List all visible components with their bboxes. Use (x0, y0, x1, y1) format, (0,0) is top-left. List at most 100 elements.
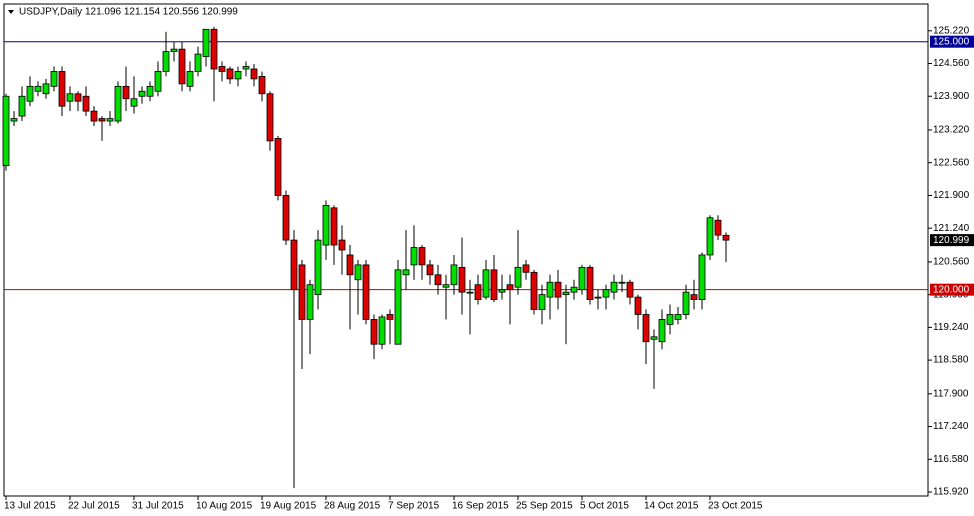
y-tick-label: 120.560 (933, 257, 970, 268)
candle-body (714, 219, 722, 236)
candle-body (146, 85, 154, 97)
candle-body (698, 254, 706, 300)
x-tick-label: 28 Aug 2015 (324, 501, 381, 512)
price-tag-label: 120.999 (933, 235, 970, 246)
x-tick-label: 22 Jul 2015 (68, 501, 120, 512)
candle-body (578, 266, 586, 291)
candle-body (242, 66, 250, 70)
candle-body (522, 264, 530, 273)
candle-body (474, 284, 482, 300)
candle-body (322, 204, 330, 246)
x-tick-label: 16 Sep 2015 (452, 501, 509, 512)
price-tag-label: 125.000 (933, 36, 970, 47)
candle-body (450, 264, 458, 286)
candle-body (202, 28, 210, 57)
candle-body (594, 296, 602, 299)
price-tag-label: 120.000 (933, 284, 970, 295)
candle-body (602, 289, 610, 298)
candle-body (58, 71, 66, 107)
candle-body (266, 93, 274, 142)
x-tick-label: 7 Sep 2015 (388, 501, 440, 512)
candle-body (338, 239, 346, 251)
candle-body (186, 71, 194, 87)
candle-body (162, 51, 170, 72)
candle-body (354, 264, 362, 281)
y-tick-label: 121.900 (933, 190, 970, 201)
candle-body (74, 93, 82, 102)
candle-body (650, 336, 658, 340)
candle-body (378, 316, 386, 345)
candle-body (554, 281, 562, 298)
candle-body (458, 266, 466, 293)
candle-body (314, 239, 322, 296)
candle-body (218, 66, 226, 72)
y-tick-label: 123.900 (933, 91, 970, 102)
x-tick-label: 19 Aug 2015 (260, 501, 317, 512)
candle-body (586, 266, 594, 300)
y-tick-label: 119.240 (933, 322, 969, 333)
candle-body (50, 71, 58, 87)
candle-body (330, 207, 338, 246)
candle-body (490, 269, 498, 300)
y-tick-label: 116.580 (933, 454, 969, 465)
candle-body (306, 284, 314, 320)
x-tick-label: 13 Jul 2015 (4, 501, 56, 512)
candle-body (418, 247, 426, 266)
candle-body (386, 314, 394, 320)
candle-body (210, 28, 218, 70)
candle-body (394, 269, 402, 345)
x-tick-label: 14 Oct 2015 (644, 501, 699, 512)
candle-body (282, 195, 290, 241)
candle-body (434, 274, 442, 286)
candle-body (466, 291, 474, 294)
candle-body (154, 71, 162, 92)
candle-body (610, 281, 618, 293)
x-tick-label: 31 Jul 2015 (132, 501, 184, 512)
candle-body (618, 281, 626, 284)
candle-body (130, 98, 138, 107)
y-tick-label: 117.900 (933, 388, 969, 399)
candle-body (690, 294, 698, 300)
candle-body (402, 269, 410, 276)
candle-body (370, 319, 378, 345)
candle-body (34, 85, 42, 92)
candle-body (250, 68, 258, 80)
candle-body (258, 76, 266, 95)
candle-body (26, 85, 34, 102)
candle-body (570, 286, 578, 293)
candle-body (562, 291, 570, 296)
y-tick-label: 115.920 (933, 487, 969, 498)
plot-frame (3, 3, 929, 497)
candle-body (122, 85, 130, 100)
candle-body (514, 266, 522, 288)
candle-body (706, 217, 714, 256)
x-tick-label: 25 Sep 2015 (516, 501, 573, 512)
candle-body (546, 281, 554, 298)
price-tag (930, 35, 974, 48)
candle-body (498, 289, 506, 293)
candle-body (482, 269, 490, 298)
candle-body (538, 294, 546, 310)
candle-body (626, 281, 634, 298)
candle-body (274, 138, 282, 196)
candle-body (658, 319, 666, 343)
candle-body (138, 90, 146, 97)
candle-body (234, 71, 242, 80)
candle-body (194, 53, 202, 72)
candle-body (10, 118, 18, 122)
candle-body (362, 264, 370, 320)
candle-body (2, 95, 10, 167)
menu-arrow[interactable] (8, 10, 14, 14)
candle-body (66, 93, 74, 102)
candle-body (98, 118, 106, 122)
candle-body (530, 271, 538, 310)
x-tick-label: 5 Oct 2015 (580, 501, 629, 512)
y-tick-label: 123.220 (933, 125, 970, 136)
x-tick-label: 23 Oct 2015 (708, 501, 763, 512)
x-tick-label: 10 Aug 2015 (196, 501, 253, 512)
price-tag (930, 283, 974, 296)
candle-body (682, 291, 690, 315)
candle-body (426, 264, 434, 276)
candle-body (178, 48, 186, 85)
